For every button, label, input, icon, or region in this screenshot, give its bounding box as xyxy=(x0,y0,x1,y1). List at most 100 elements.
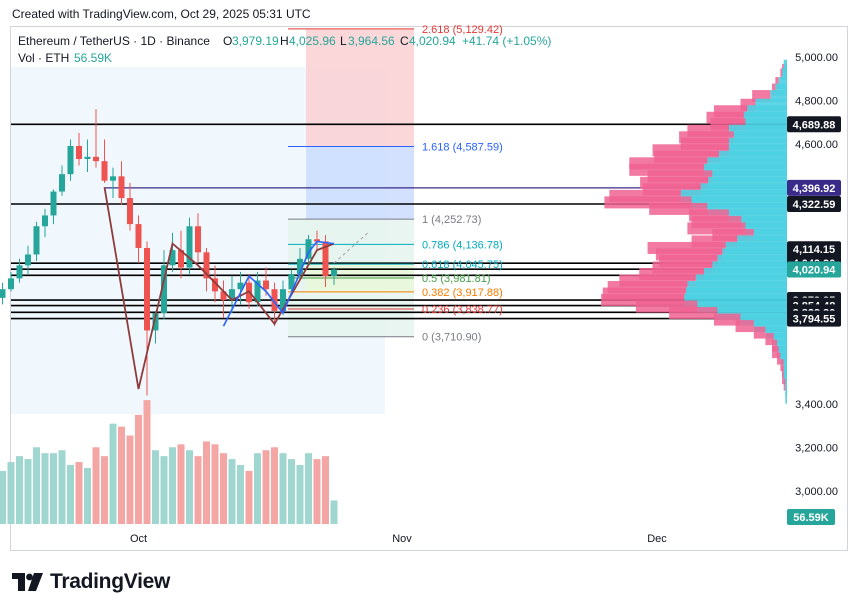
volume-bar xyxy=(228,459,236,524)
price-axis: 5,000.00 4,800.00 4,600.00 3,400.00 3,200.00… xyxy=(787,52,841,525)
candle-body xyxy=(118,176,125,199)
target-zone-red xyxy=(306,28,414,147)
volume-profile-bar xyxy=(780,359,784,372)
fib-price: 4,045.75 xyxy=(456,259,499,271)
fib-price: 4,252.73 xyxy=(435,214,478,226)
volume-bar xyxy=(160,456,168,524)
volume-bar xyxy=(220,453,227,524)
candle-body xyxy=(67,145,74,175)
fib-level-label: 2.618 (5,129.42) xyxy=(422,24,503,36)
candle-body xyxy=(161,265,167,314)
fib-sep: ) xyxy=(499,141,503,153)
volume-bar xyxy=(245,470,253,524)
volume-profile-bar xyxy=(785,378,787,391)
price-tick: 3,200.00 xyxy=(795,443,838,455)
volume-profile-bar xyxy=(785,385,787,398)
price-tag: 4,322.59 xyxy=(793,199,836,211)
candle-body xyxy=(59,174,65,192)
volume-bar xyxy=(75,462,83,524)
candle-body xyxy=(305,239,312,259)
fib-sep: ) xyxy=(478,214,482,226)
fib-sep: ( xyxy=(450,24,457,36)
volume-bar xyxy=(288,459,295,524)
volume-profile-bar xyxy=(772,346,779,359)
volume-bar xyxy=(7,462,15,524)
high-label: H xyxy=(280,34,289,48)
legend: Ethereum / TetherUS · 1D · Binance O 3,9… xyxy=(18,34,551,65)
volume-profile-bar xyxy=(717,254,787,267)
candle-body xyxy=(93,156,99,162)
brand-name: TradingView xyxy=(50,570,171,593)
candle-body xyxy=(186,226,193,268)
volume-bars xyxy=(0,400,338,524)
volume-legend-value: 56.59K xyxy=(74,51,112,65)
fib-ratio: 2.618 xyxy=(422,24,450,36)
candle-body xyxy=(288,274,295,290)
volume-profile-bar xyxy=(777,352,781,365)
fib-sep: ) xyxy=(499,24,503,36)
candle-body xyxy=(76,145,82,159)
fib-sep: ( xyxy=(428,214,435,226)
fib-price: 3,710.90 xyxy=(435,332,478,344)
time-axis: Oct Nov Dec xyxy=(130,533,667,545)
highlight-zones xyxy=(11,28,414,414)
symbol-title: Ethereum / TetherUS · 1D · Binance xyxy=(18,34,210,48)
volume-bar xyxy=(24,459,32,524)
price-tag-bg xyxy=(787,310,841,327)
candle-body xyxy=(229,289,235,301)
volume-bar xyxy=(186,450,193,524)
fib-price: 3,838.77 xyxy=(456,304,499,316)
candle-body xyxy=(16,265,23,279)
low-value: 3,964.56 xyxy=(348,34,395,48)
close-label: C xyxy=(400,34,409,48)
fib-price: 3,981.81 xyxy=(444,273,487,285)
candle-body xyxy=(322,241,329,277)
candle-body xyxy=(33,226,40,255)
price-tick: 5,000.00 xyxy=(795,52,838,64)
fib-ratio: 1 xyxy=(422,214,428,226)
volume-profile-bar xyxy=(710,118,746,131)
volume-bar xyxy=(169,447,176,524)
volume-bar xyxy=(143,400,151,524)
volume-bar xyxy=(126,435,134,524)
fib-sep: ( xyxy=(450,287,457,299)
candle-body xyxy=(144,247,150,331)
volume-profile-bar xyxy=(745,118,787,131)
tradingview-brand: TradingView xyxy=(12,570,170,594)
target-zone-blue xyxy=(306,146,414,220)
price-tag: 4,020.94 xyxy=(793,264,837,276)
close-value: 4,020.94 xyxy=(409,34,456,48)
fib-sep: ) xyxy=(487,273,491,285)
low-label: L xyxy=(340,34,347,48)
fib-sep: ( xyxy=(450,239,457,251)
fib-level-label: 0.236 (3,838.77) xyxy=(422,304,503,316)
volume-profile xyxy=(601,59,787,404)
fib-ratio: 0.382 xyxy=(422,287,450,299)
zigzag-pattern-red xyxy=(103,187,335,390)
volume-profile-bar xyxy=(782,372,784,385)
candle-body xyxy=(110,176,116,181)
volume-bar xyxy=(177,444,185,524)
fib-sep: ) xyxy=(499,239,503,251)
candle-body xyxy=(271,289,278,311)
fib-level-label: 1 (4,252.73) xyxy=(422,214,481,226)
zigzag-pattern-blue xyxy=(222,240,335,327)
volume-bar xyxy=(33,447,40,524)
candle-body xyxy=(203,252,210,279)
volume-profile-bar xyxy=(713,313,741,326)
volume-bar xyxy=(237,465,244,524)
candle-body xyxy=(152,313,159,331)
volume-bar xyxy=(58,450,66,524)
fib-ratio: 0.618 xyxy=(422,259,450,271)
candle-body xyxy=(50,191,57,216)
volume-bar xyxy=(322,456,329,524)
fib-sep: ( xyxy=(450,141,457,153)
price-tag: 4,689.88 xyxy=(793,119,836,131)
volume-bar xyxy=(313,459,321,524)
candle-body xyxy=(237,282,244,290)
fib-sep: ( xyxy=(428,332,435,344)
volume-tag-bg xyxy=(787,509,835,525)
volume-profile-bar xyxy=(778,346,787,359)
candle-body xyxy=(263,280,269,290)
